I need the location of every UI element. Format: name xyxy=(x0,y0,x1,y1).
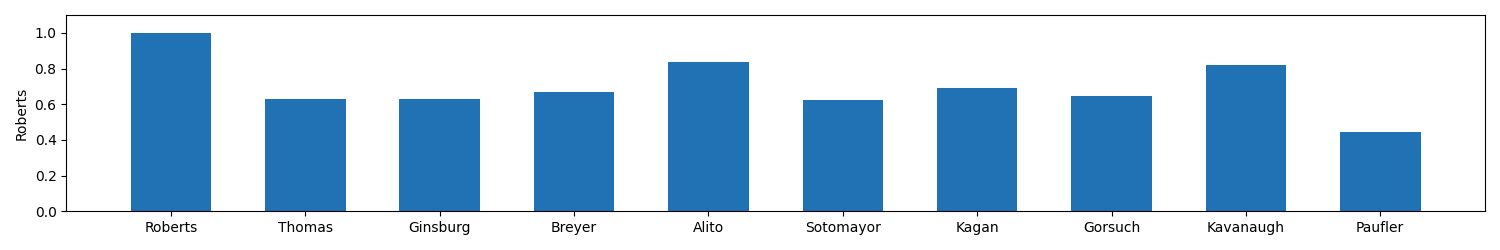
Bar xyxy=(1340,132,1420,211)
Bar xyxy=(266,99,345,211)
Bar xyxy=(668,62,748,211)
Bar xyxy=(1071,96,1152,211)
Y-axis label: Roberts: Roberts xyxy=(15,86,28,140)
Bar xyxy=(130,33,212,211)
Bar xyxy=(802,100,883,211)
Bar xyxy=(534,92,615,211)
Bar xyxy=(938,88,1017,211)
Bar xyxy=(399,99,480,211)
Bar xyxy=(1206,65,1286,211)
